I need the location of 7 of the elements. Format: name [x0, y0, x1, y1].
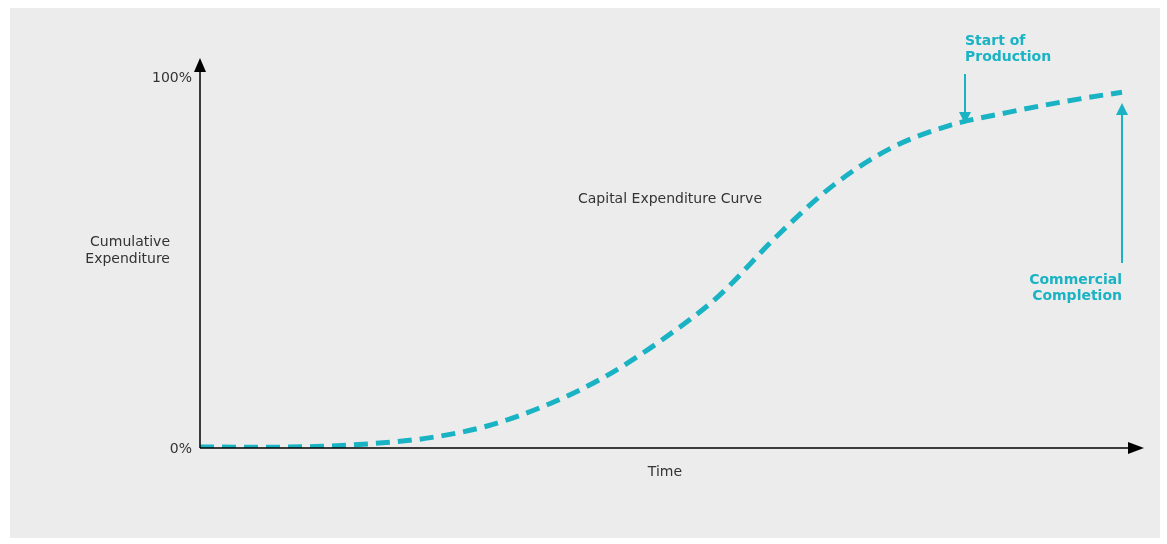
- text: Capital Expenditure Curve: [578, 190, 762, 206]
- x-axis-title: Time: [646, 463, 683, 479]
- text: Start of Production: [965, 32, 1052, 64]
- y-tick-label: 100%: [151, 69, 192, 86]
- y-tick-label: 0%: [169, 439, 192, 456]
- annotation: Commercial Completion: [1028, 271, 1122, 303]
- y-axis-title: Cumulative Expenditure: [84, 233, 170, 267]
